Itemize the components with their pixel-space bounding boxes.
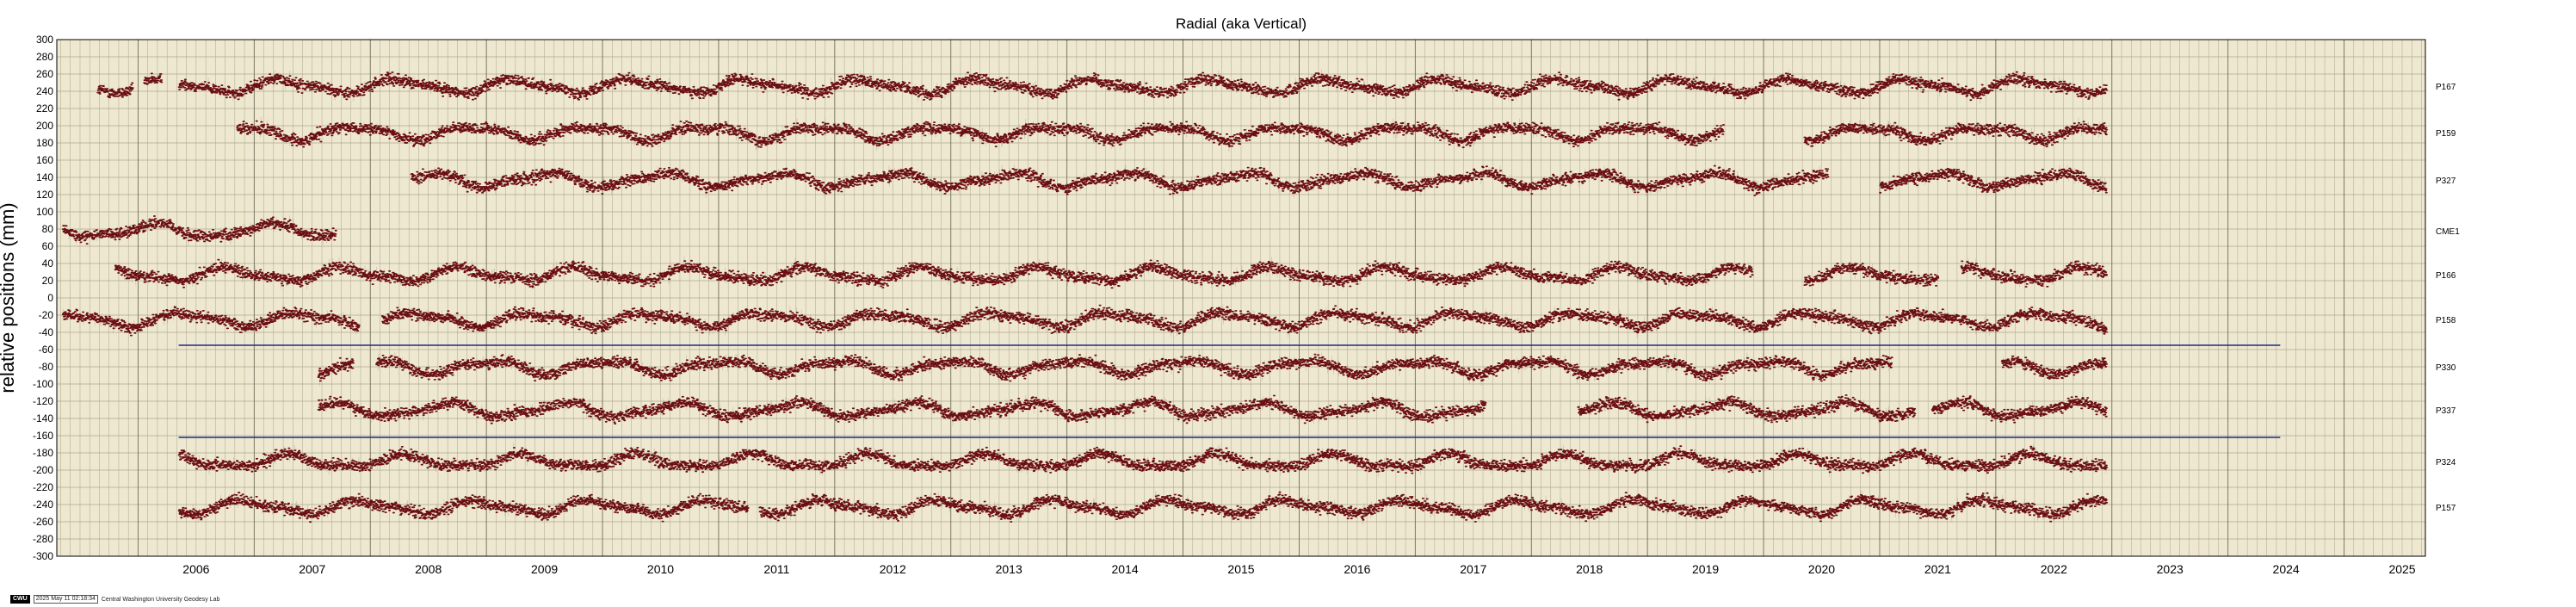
data-points bbox=[317, 394, 2108, 424]
data-points bbox=[61, 215, 337, 245]
series-label: P157 bbox=[2436, 504, 2456, 513]
series-label: P327 bbox=[2436, 177, 2456, 186]
y-tick-label: 240 bbox=[36, 85, 53, 97]
data-points bbox=[61, 304, 2109, 337]
x-tick-label: 2024 bbox=[2273, 562, 2300, 576]
y-tick-label: 200 bbox=[36, 120, 53, 132]
series-p330 bbox=[317, 350, 2108, 387]
y-tick-label: -280 bbox=[33, 533, 53, 545]
y-tick-label: 220 bbox=[36, 102, 53, 115]
series-p337 bbox=[317, 393, 2108, 426]
y-tick-label: -20 bbox=[39, 309, 54, 321]
x-tick-label: 2021 bbox=[1924, 562, 1951, 576]
y-tick-label: 280 bbox=[36, 51, 53, 63]
y-tick-label: -220 bbox=[33, 481, 53, 493]
series-p157 bbox=[177, 489, 2109, 525]
x-tick-label: 2011 bbox=[763, 562, 789, 576]
series-p159 bbox=[236, 116, 2109, 152]
footer-credit: Central Washington University Geodesy La… bbox=[101, 596, 220, 603]
data-points bbox=[177, 445, 2109, 474]
series-label: P167 bbox=[2436, 83, 2456, 92]
series-label: P330 bbox=[2436, 363, 2456, 373]
y-tick-label: -240 bbox=[33, 499, 53, 511]
x-tick-label: 2006 bbox=[182, 562, 209, 576]
data-points bbox=[177, 491, 2109, 523]
y-tick-label: -180 bbox=[33, 447, 53, 459]
series-label: P166 bbox=[2436, 271, 2456, 281]
y-tick-label: 300 bbox=[36, 34, 53, 46]
x-tick-label: 2009 bbox=[531, 562, 558, 576]
y-tick-label: -40 bbox=[39, 326, 54, 338]
y-tick-label: 100 bbox=[36, 206, 53, 218]
data-points bbox=[317, 353, 2108, 382]
series-p167 bbox=[96, 69, 2109, 104]
y-tick-label: 60 bbox=[42, 240, 54, 252]
y-tick-label: 160 bbox=[36, 154, 53, 166]
x-tick-label: 2025 bbox=[2388, 562, 2415, 576]
y-tick-label: 180 bbox=[36, 137, 53, 149]
x-tick-label: 2016 bbox=[1344, 562, 1370, 576]
y-tick-label: -260 bbox=[33, 516, 53, 528]
y-tick-label: -120 bbox=[33, 395, 53, 407]
y-tick-label: -80 bbox=[39, 361, 54, 373]
footer-timestamp: 2025 May 11 02:18:34 bbox=[33, 595, 98, 604]
y-tick-label: -140 bbox=[33, 412, 53, 424]
y-tick-label: 80 bbox=[42, 223, 54, 235]
x-tick-label: 2007 bbox=[299, 562, 325, 576]
x-tick-label: 2008 bbox=[415, 562, 442, 576]
data-points bbox=[410, 164, 2108, 196]
x-tick-label: 2018 bbox=[1576, 562, 1603, 576]
data-points bbox=[96, 71, 2109, 102]
y-tick-label: -160 bbox=[33, 430, 53, 442]
y-tick-label: 20 bbox=[42, 275, 54, 287]
y-tick-label: -300 bbox=[33, 550, 53, 562]
series-label: P337 bbox=[2436, 406, 2456, 416]
y-tick-label: 260 bbox=[36, 68, 53, 80]
y-tick-label: -200 bbox=[33, 464, 53, 476]
series-label: P324 bbox=[2436, 458, 2456, 468]
series-label: P159 bbox=[2436, 129, 2456, 139]
y-tick-label: 40 bbox=[42, 257, 54, 269]
y-tick-label: -100 bbox=[33, 378, 53, 390]
x-tick-label: 2019 bbox=[1692, 562, 1719, 576]
data-points bbox=[236, 120, 2109, 149]
x-tick-label: 2014 bbox=[1112, 562, 1139, 576]
y-axis-label: relative positions (mm) bbox=[0, 202, 18, 393]
chart-title: Radial (aka Vertical) bbox=[1176, 15, 1307, 32]
y-tick-label: 120 bbox=[36, 189, 53, 201]
data-points bbox=[114, 258, 2109, 289]
plot-frame bbox=[56, 39, 2426, 557]
series-cme1 bbox=[61, 214, 337, 246]
series-label: CME1 bbox=[2436, 227, 2460, 237]
x-tick-label: 2012 bbox=[880, 562, 906, 576]
series-group bbox=[61, 69, 2109, 525]
x-tick-label: 2010 bbox=[647, 562, 674, 576]
footer: CWU 2025 May 11 02:18:34 Central Washing… bbox=[10, 595, 219, 604]
series-p324 bbox=[177, 443, 2109, 478]
series-p166 bbox=[114, 256, 2109, 289]
y-tick-label: -60 bbox=[39, 344, 54, 356]
x-tick-label: 2023 bbox=[2157, 562, 2184, 576]
series-p327 bbox=[410, 164, 2108, 199]
footer-badge: CWU bbox=[10, 595, 30, 604]
series-label: P158 bbox=[2436, 316, 2456, 325]
x-tick-label: 2020 bbox=[1808, 562, 1835, 576]
x-tick-label: 2015 bbox=[1227, 562, 1254, 576]
y-tick-label: 0 bbox=[47, 292, 53, 304]
x-tick-label: 2013 bbox=[996, 562, 1022, 576]
y-tick-label: 140 bbox=[36, 171, 53, 183]
x-tick-label: 2017 bbox=[1460, 562, 1486, 576]
series-p158 bbox=[61, 302, 2109, 338]
x-tick-label: 2022 bbox=[2041, 562, 2067, 576]
